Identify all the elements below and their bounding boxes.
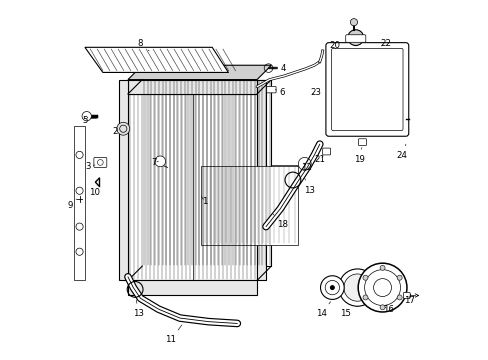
FancyBboxPatch shape	[266, 86, 276, 93]
Text: 19: 19	[353, 148, 364, 164]
Text: 24: 24	[396, 144, 407, 160]
Text: 23: 23	[310, 87, 321, 96]
FancyBboxPatch shape	[403, 293, 409, 298]
Circle shape	[338, 269, 375, 306]
Text: 18: 18	[273, 214, 287, 229]
FancyBboxPatch shape	[331, 48, 402, 131]
Circle shape	[396, 295, 401, 300]
Text: 6: 6	[275, 87, 285, 96]
Text: 15: 15	[340, 306, 357, 318]
Circle shape	[357, 263, 406, 312]
Circle shape	[343, 274, 370, 301]
Text: 2: 2	[112, 127, 117, 136]
Polygon shape	[128, 80, 257, 94]
Circle shape	[396, 275, 401, 280]
Circle shape	[350, 19, 357, 26]
Polygon shape	[142, 80, 271, 266]
Text: 16: 16	[383, 305, 393, 314]
Polygon shape	[128, 166, 298, 207]
Text: 22: 22	[379, 39, 390, 48]
Circle shape	[329, 285, 334, 290]
FancyBboxPatch shape	[325, 42, 408, 136]
Polygon shape	[257, 80, 265, 280]
Polygon shape	[128, 94, 257, 280]
FancyBboxPatch shape	[358, 139, 366, 145]
Text: 20: 20	[329, 41, 340, 50]
Circle shape	[155, 156, 165, 167]
Text: 1: 1	[201, 197, 207, 206]
Circle shape	[117, 122, 129, 135]
Text: 12: 12	[301, 163, 311, 172]
Polygon shape	[85, 47, 228, 72]
Text: 14: 14	[315, 302, 330, 318]
Text: 11: 11	[165, 325, 182, 344]
Text: 10: 10	[89, 184, 100, 197]
Circle shape	[82, 112, 91, 121]
Polygon shape	[74, 126, 85, 280]
Circle shape	[362, 295, 367, 300]
Polygon shape	[128, 280, 257, 295]
Text: 7: 7	[151, 158, 158, 167]
Circle shape	[379, 265, 384, 270]
FancyBboxPatch shape	[322, 148, 330, 155]
Text: 9: 9	[68, 199, 77, 210]
Text: 13: 13	[133, 300, 144, 318]
Circle shape	[320, 276, 344, 300]
FancyBboxPatch shape	[94, 157, 106, 167]
Text: 17: 17	[403, 296, 414, 305]
Text: 13: 13	[303, 178, 314, 194]
Circle shape	[379, 305, 384, 310]
FancyBboxPatch shape	[345, 35, 365, 42]
Text: 8: 8	[138, 39, 149, 51]
Text: 5: 5	[82, 116, 88, 125]
Text: 4: 4	[272, 64, 285, 73]
Circle shape	[362, 275, 367, 280]
Text: 21: 21	[314, 155, 325, 164]
Polygon shape	[128, 65, 271, 80]
Circle shape	[347, 30, 363, 45]
Polygon shape	[119, 80, 128, 280]
Polygon shape	[201, 166, 298, 244]
Text: 3: 3	[85, 162, 95, 171]
